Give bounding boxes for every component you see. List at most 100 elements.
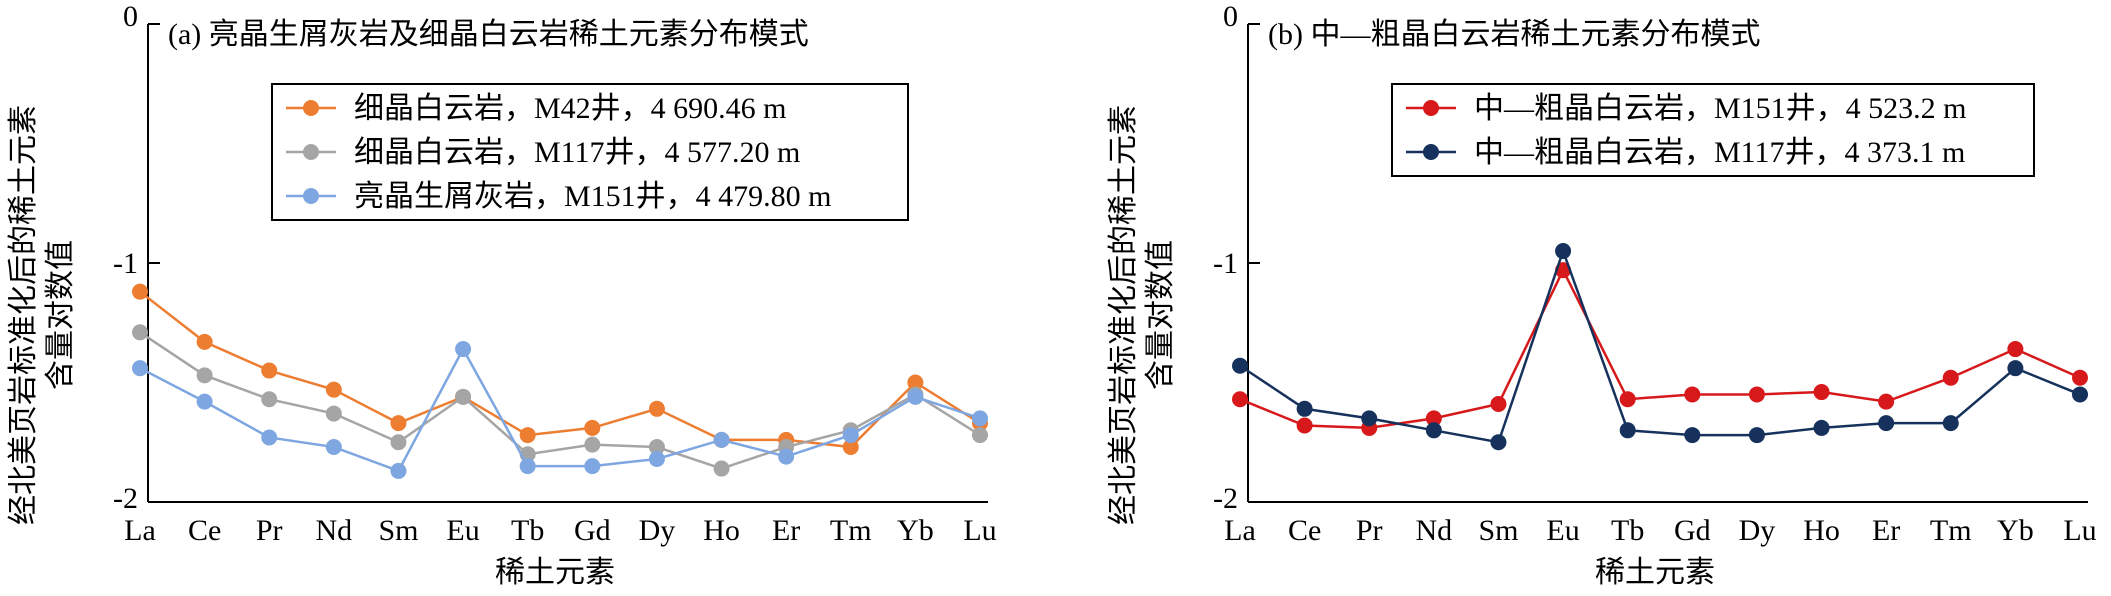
panel-b-x-tick-label: Er bbox=[1872, 514, 1900, 547]
panel-a-x-axis-label: 稀土元素 bbox=[495, 556, 615, 589]
panel-a-series-1-point bbox=[519, 427, 536, 444]
panel-b-series-2-point bbox=[2007, 360, 2024, 377]
panel-a-chart: (a) 亮晶生屑灰岩及细晶白云岩稀土元素分布模式 经北美页岩标准化后的稀土元素 … bbox=[7, 0, 997, 589]
panel-a-x-tick-label: Dy bbox=[639, 514, 676, 547]
panel-b-series-2-point bbox=[1361, 410, 1378, 427]
panel-a-series-3-point bbox=[972, 410, 988, 427]
panel-b-x-tick-label: Nd bbox=[1416, 514, 1453, 547]
panel-a-series-2-point bbox=[132, 324, 148, 341]
panel-b-chart: (b) 中—粗晶白云岩稀土元素分布模式 经北美页岩标准化后的稀土元素 含量对数值… bbox=[1107, 0, 2097, 589]
panel-a-series-1-point bbox=[261, 362, 278, 379]
panel-b-x-tick-label: Pr bbox=[1356, 514, 1383, 547]
panel-b-x-tick-label: Yb bbox=[1997, 514, 2034, 547]
panel-a-x-tick-label: Er bbox=[772, 514, 800, 547]
panel-b-series-1-point bbox=[1619, 391, 1636, 408]
panel-a-series-3-point bbox=[778, 448, 795, 465]
panel-b-y-tick-label: -2 bbox=[1213, 482, 1238, 515]
panel-a-x-tick-label: Lu bbox=[963, 514, 996, 547]
panel-a-series-3-point bbox=[261, 429, 278, 446]
panel-a-x-tick-label: La bbox=[124, 514, 156, 547]
panel-a-series-1-point bbox=[842, 439, 859, 456]
panel-a-x-tick-label: Ho bbox=[703, 514, 740, 547]
panel-b-x-tick-label: Gd bbox=[1674, 514, 1711, 547]
panel-a-x-tick-label: Ce bbox=[188, 514, 221, 547]
panel-b-series-2-point bbox=[1555, 243, 1572, 260]
panel-b-x-tick-label: Eu bbox=[1546, 514, 1579, 547]
panel-a-series-1-point bbox=[584, 419, 601, 436]
panel-b-series-1-point bbox=[1878, 393, 1895, 410]
panel-b-title: (b) 中—粗晶白云岩稀土元素分布模式 bbox=[1268, 18, 1760, 51]
panel-b-series-1-point bbox=[1748, 386, 1765, 403]
panel-b-series-2-point bbox=[1232, 357, 1248, 374]
panel-a-series-2-point bbox=[455, 388, 472, 405]
panel-b-series-1-point bbox=[1684, 386, 1701, 403]
panel-a-x-tick-label: Yb bbox=[897, 514, 934, 547]
panel-b-series-1-point bbox=[2072, 369, 2088, 386]
panel-b-series-2-point bbox=[1490, 434, 1507, 451]
panel-b-legend-marker bbox=[1423, 100, 1439, 116]
panel-a-series-1-point bbox=[907, 374, 924, 391]
panel-a-series-1-point bbox=[132, 283, 148, 300]
panel-b-series-2-point bbox=[2072, 386, 2088, 403]
panel-a-x-tick-label: Nd bbox=[316, 514, 353, 547]
panel-b-series-2-point bbox=[1684, 427, 1701, 444]
panel-a-x-tick-label: Pr bbox=[256, 514, 283, 547]
panel-a-series-1-point bbox=[325, 381, 342, 398]
panel-a-series-3-point bbox=[907, 388, 924, 405]
panel-a-legend-marker bbox=[303, 144, 319, 160]
panel-a-series-3-point bbox=[390, 462, 407, 479]
panel-b-series-2-point bbox=[1942, 415, 1959, 432]
panel-a-series-3-point bbox=[584, 458, 601, 475]
panel-a-series-3-line bbox=[139, 346, 981, 473]
panel-a-series-3-point bbox=[648, 450, 665, 467]
panel-b-y-axis-label-line2: 含量对数值 bbox=[1144, 240, 1177, 390]
panel-a-series-2-point bbox=[713, 460, 730, 477]
panel-b-x-tick-label: Tm bbox=[1930, 514, 1972, 547]
panel-b-x-tick-label: Lu bbox=[2063, 514, 2096, 547]
panel-a-legend-marker bbox=[303, 100, 319, 116]
panel-a-series-3-point bbox=[519, 458, 536, 475]
panel-a-series-3-point bbox=[455, 341, 472, 358]
panel-a-title: (a) 亮晶生屑灰岩及细晶白云岩稀土元素分布模式 bbox=[168, 18, 809, 51]
panel-a-x-tick-label: Eu bbox=[446, 514, 479, 547]
panel-a-x-tick-label: Sm bbox=[378, 514, 418, 547]
panel-a-legend-label: 细晶白云岩，M42井，4 690.46 m bbox=[354, 92, 787, 125]
panel-b-y-tick-label: -1 bbox=[1213, 247, 1238, 280]
panel-a-series-3-point bbox=[713, 431, 730, 448]
panel-b-x-tick-label: La bbox=[1224, 514, 1256, 547]
panel-a-series-1-point bbox=[648, 400, 665, 417]
panel-a-y-tick-label: 0 bbox=[123, 0, 138, 33]
panel-a-series-1-point bbox=[390, 415, 407, 432]
panel-b-series-2-line bbox=[1239, 247, 2081, 444]
panel-a-x-tick-label: Tb bbox=[511, 514, 544, 547]
panel-a-legend-box bbox=[271, 83, 909, 221]
panel-b-legend-box bbox=[1391, 83, 2035, 177]
panel-a-series-2-point bbox=[390, 434, 407, 451]
panel-b-series-1-point bbox=[1490, 396, 1507, 413]
panel-a-series-2-point bbox=[196, 367, 213, 384]
panel-a-series-2-point bbox=[972, 427, 988, 444]
panel-b-series-1-point bbox=[2007, 341, 2024, 358]
panel-a-legend-label: 亮晶生屑灰岩，M151井，4 479.80 m bbox=[354, 180, 832, 213]
panel-a-y-tick-label: -1 bbox=[113, 247, 138, 280]
panel-a-series-2-point bbox=[261, 391, 278, 408]
panel-a-series-2-point bbox=[584, 436, 601, 453]
panel-a-series-2-point bbox=[648, 439, 665, 456]
panel-b-x-tick-label: Dy bbox=[1739, 514, 1776, 547]
panel-a-y-tick-label: -2 bbox=[113, 482, 138, 515]
panel-b-legend-label: 中—粗晶白云岩，M151井，4 523.2 m bbox=[1474, 92, 1967, 125]
panel-b-legend-marker bbox=[1423, 144, 1439, 160]
panel-b-series-1-point bbox=[1232, 391, 1248, 408]
panel-b-x-tick-label: Ce bbox=[1288, 514, 1321, 547]
panel-b-x-axis-label: 稀土元素 bbox=[1595, 556, 1715, 589]
panel-b-x-tick-label: Sm bbox=[1478, 514, 1518, 547]
panel-b-series-2-point bbox=[1425, 422, 1442, 439]
panel-b-series-1-point bbox=[1813, 384, 1830, 401]
panel-b-series-1-point bbox=[1425, 410, 1442, 427]
panel-b-series-1-line bbox=[1239, 267, 2081, 430]
panel-a-series-1-line bbox=[139, 290, 981, 449]
panel-a-series-2-point bbox=[325, 405, 342, 422]
panel-b-x-tick-label: Ho bbox=[1803, 514, 1840, 547]
panel-a-series-3-point bbox=[842, 427, 859, 444]
